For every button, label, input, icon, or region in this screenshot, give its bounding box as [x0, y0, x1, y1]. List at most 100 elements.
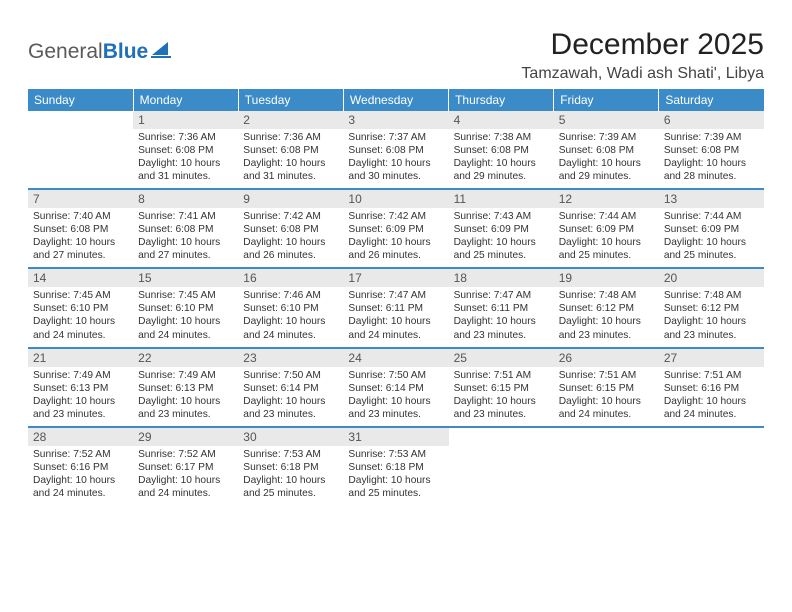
- day-cell: 30Sunrise: 7:53 AMSunset: 6:18 PMDayligh…: [238, 427, 343, 505]
- daylight-line: Daylight: 10 hours and 24 minutes.: [664, 395, 759, 421]
- day-number: 11: [449, 190, 554, 208]
- day-cell: 18 Sunrise: 7:47 AMSunset: 6:11 PMDayligh…: [449, 268, 554, 347]
- day-cell: 21Sunrise: 7:49 AMSunset: 6:13 PMDayligh…: [28, 348, 133, 427]
- day-cell: [449, 427, 554, 505]
- sunset-line: Sunset: 6:08 PM: [559, 144, 654, 157]
- sunrise-line: Sunrise: 7:49 AM: [33, 369, 128, 382]
- day-cell: 11 Sunrise: 7:43 AMSunset: 6:09 PMDayligh…: [449, 189, 554, 268]
- sunset-line: Sunset: 6:12 PM: [559, 302, 654, 315]
- day-number: 17: [343, 269, 448, 287]
- daylight-line: Daylight: 10 hours and 26 minutes.: [243, 236, 338, 262]
- sunset-line: Sunset: 6:13 PM: [138, 382, 233, 395]
- sunrise-line: Sunrise: 7:53 AM: [243, 448, 338, 461]
- sunrise-line: Sunrise: 7:37 AM: [348, 131, 443, 144]
- day-cell: 4Sunrise: 7:38 AMSunset: 6:08 PMDaylight…: [449, 111, 554, 189]
- sunset-line: Sunset: 6:14 PM: [243, 382, 338, 395]
- day-details: Sunrise: 7:47 AMSunset: 6:11 PMDaylight:…: [454, 289, 549, 341]
- day-details: Sunrise: 7:52 AMSunset: 6:17 PMDaylight:…: [138, 448, 233, 500]
- day-number: 8: [133, 190, 238, 208]
- day-cell: 6Sunrise: 7:39 AMSunset: 6:08 PMDaylight…: [659, 111, 764, 189]
- sunset-line: Sunset: 6:08 PM: [243, 144, 338, 157]
- sunrise-line: Sunrise: 7:41 AM: [138, 210, 233, 223]
- sunset-line: Sunset: 6:16 PM: [664, 382, 759, 395]
- day-number: 19: [554, 269, 659, 287]
- sunset-line: Sunset: 6:08 PM: [348, 144, 443, 157]
- sunset-line: Sunset: 6:08 PM: [454, 144, 549, 157]
- daylight-line: Daylight: 10 hours and 27 minutes.: [138, 236, 233, 262]
- sunrise-line: Sunrise: 7:46 AM: [243, 289, 338, 302]
- day-details: Sunrise: 7:39 AMSunset: 6:08 PMDaylight:…: [664, 131, 759, 183]
- daylight-line: Daylight: 10 hours and 25 minutes.: [243, 474, 338, 500]
- sunrise-line: Sunrise: 7:39 AM: [559, 131, 654, 144]
- week-row: 7 Sunrise: 7:40 AMSunset: 6:08 PMDaylight…: [28, 189, 764, 268]
- sunrise-line: Sunrise: 7:50 AM: [243, 369, 338, 382]
- sunrise-line: Sunrise: 7:53 AM: [348, 448, 443, 461]
- day-header: Wednesday: [343, 89, 448, 111]
- day-cell: 17 Sunrise: 7:47 AMSunset: 6:11 PMDayligh…: [343, 268, 448, 347]
- day-cell: [28, 111, 133, 189]
- week-row: 21Sunrise: 7:49 AMSunset: 6:13 PMDayligh…: [28, 348, 764, 427]
- daylight-line: Daylight: 10 hours and 23 minutes.: [33, 395, 128, 421]
- sunset-line: Sunset: 6:08 PM: [243, 223, 338, 236]
- day-number: 9: [238, 190, 343, 208]
- daylight-line: Daylight: 10 hours and 24 minutes.: [243, 315, 338, 341]
- day-cell: 13Sunrise: 7:44 AMSunset: 6:09 PMDayligh…: [659, 189, 764, 268]
- day-details: Sunrise: 7:51 AMSunset: 6:15 PMDaylight:…: [454, 369, 549, 421]
- sunrise-line: Sunrise: 7:42 AM: [243, 210, 338, 223]
- title-block: December 2025 Tamzawah, Wadi ash Shati',…: [521, 28, 764, 83]
- week-row: 1Sunrise: 7:36 AMSunset: 6:08 PMDaylight…: [28, 111, 764, 189]
- sunrise-line: Sunrise: 7:52 AM: [33, 448, 128, 461]
- sunset-line: Sunset: 6:14 PM: [348, 382, 443, 395]
- day-number: 27: [659, 349, 764, 367]
- sunset-line: Sunset: 6:18 PM: [243, 461, 338, 474]
- day-cell: 7 Sunrise: 7:40 AMSunset: 6:08 PMDaylight…: [28, 189, 133, 268]
- sunset-line: Sunset: 6:08 PM: [138, 223, 233, 236]
- day-cell: 3Sunrise: 7:37 AMSunset: 6:08 PMDaylight…: [343, 111, 448, 189]
- sunrise-line: Sunrise: 7:48 AM: [559, 289, 654, 302]
- daylight-line: Daylight: 10 hours and 23 minutes.: [243, 395, 338, 421]
- day-number: 18: [449, 269, 554, 287]
- daylight-line: Daylight: 10 hours and 23 minutes.: [559, 315, 654, 341]
- day-cell: [554, 427, 659, 505]
- day-details: Sunrise: 7:43 AMSunset: 6:09 PMDaylight:…: [454, 210, 549, 262]
- sunset-line: Sunset: 6:12 PM: [664, 302, 759, 315]
- day-number: 7: [28, 190, 133, 208]
- sunrise-line: Sunrise: 7:47 AM: [348, 289, 443, 302]
- daylight-line: Daylight: 10 hours and 25 minutes.: [664, 236, 759, 262]
- day-cell: 15Sunrise: 7:45 AMSunset: 6:10 PMDayligh…: [133, 268, 238, 347]
- day-cell: 5Sunrise: 7:39 AMSunset: 6:08 PMDaylight…: [554, 111, 659, 189]
- daylight-line: Daylight: 10 hours and 25 minutes.: [559, 236, 654, 262]
- daylight-line: Daylight: 10 hours and 27 minutes.: [33, 236, 128, 262]
- day-details: Sunrise: 7:47 AMSunset: 6:11 PMDaylight:…: [348, 289, 443, 341]
- month-title: December 2025: [521, 28, 764, 62]
- daylight-line: Daylight: 10 hours and 24 minutes.: [33, 315, 128, 341]
- daylight-line: Daylight: 10 hours and 31 minutes.: [138, 157, 233, 183]
- sunrise-line: Sunrise: 7:44 AM: [664, 210, 759, 223]
- day-details: Sunrise: 7:44 AMSunset: 6:09 PMDaylight:…: [559, 210, 654, 262]
- day-cell: 10Sunrise: 7:42 AMSunset: 6:09 PMDayligh…: [343, 189, 448, 268]
- day-number: 23: [238, 349, 343, 367]
- sunset-line: Sunset: 6:10 PM: [138, 302, 233, 315]
- day-cell: 1Sunrise: 7:36 AMSunset: 6:08 PMDaylight…: [133, 111, 238, 189]
- sunrise-line: Sunrise: 7:36 AM: [138, 131, 233, 144]
- week-row: 14Sunrise: 7:45 AMSunset: 6:10 PMDayligh…: [28, 268, 764, 347]
- day-details: Sunrise: 7:40 AMSunset: 6:08 PMDaylight:…: [33, 210, 128, 262]
- logo-word-general: General: [28, 40, 103, 63]
- day-header: Tuesday: [238, 89, 343, 111]
- day-header: Monday: [133, 89, 238, 111]
- sunrise-line: Sunrise: 7:45 AM: [33, 289, 128, 302]
- day-number: 4: [449, 111, 554, 129]
- sunrise-line: Sunrise: 7:36 AM: [243, 131, 338, 144]
- sunset-line: Sunset: 6:17 PM: [138, 461, 233, 474]
- sunset-line: Sunset: 6:09 PM: [664, 223, 759, 236]
- daylight-line: Daylight: 10 hours and 23 minutes.: [348, 395, 443, 421]
- sunset-line: Sunset: 6:13 PM: [33, 382, 128, 395]
- day-details: Sunrise: 7:37 AMSunset: 6:08 PMDaylight:…: [348, 131, 443, 183]
- sunrise-line: Sunrise: 7:42 AM: [348, 210, 443, 223]
- day-number: 29: [133, 428, 238, 446]
- day-cell: 9 Sunrise: 7:42 AMSunset: 6:08 PMDaylight…: [238, 189, 343, 268]
- daylight-line: Daylight: 10 hours and 25 minutes.: [454, 236, 549, 262]
- logo-word-blue: Blue: [103, 40, 149, 63]
- sunrise-line: Sunrise: 7:43 AM: [454, 210, 549, 223]
- day-details: Sunrise: 7:39 AMSunset: 6:08 PMDaylight:…: [559, 131, 654, 183]
